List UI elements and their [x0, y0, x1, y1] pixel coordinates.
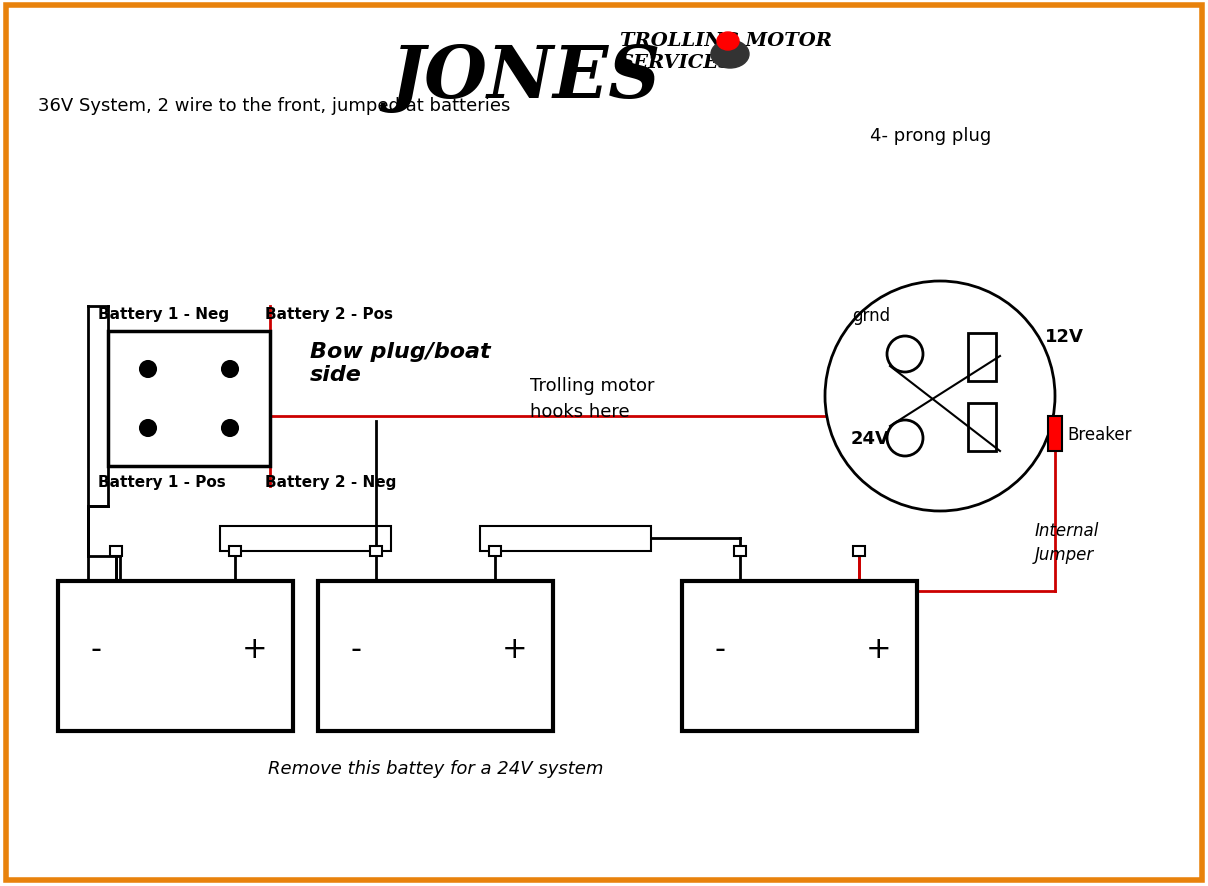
Bar [489, 547, 501, 556]
Circle shape [887, 337, 923, 373]
Text: Bow plug/boat
side: Bow plug/boat side [310, 342, 490, 385]
Ellipse shape [718, 33, 739, 51]
Bar [683, 581, 917, 731]
Text: JONES: JONES [390, 42, 661, 113]
Ellipse shape [712, 41, 749, 69]
Circle shape [825, 282, 1055, 511]
Text: grnd: grnd [852, 307, 890, 324]
Bar [318, 581, 553, 731]
Text: 12V: 12V [1045, 328, 1084, 346]
Circle shape [140, 421, 156, 437]
Bar [968, 403, 997, 452]
Text: -: - [350, 634, 361, 664]
Text: Remove this battey for a 24V system: Remove this battey for a 24V system [268, 759, 603, 777]
Text: -: - [91, 634, 101, 664]
Circle shape [222, 421, 238, 437]
Text: Battery 1 - Pos: Battery 1 - Pos [98, 475, 226, 489]
Text: 36V System, 2 wire to the front, jumped at batteries: 36V System, 2 wire to the front, jumped … [37, 97, 510, 115]
Text: TROLLING MOTOR
SERVICES: TROLLING MOTOR SERVICES [620, 32, 832, 72]
Text: Battery 1 - Neg: Battery 1 - Neg [98, 307, 230, 322]
Text: 24V: 24V [852, 430, 890, 447]
Bar [108, 331, 271, 466]
Bar [734, 547, 747, 556]
Text: Battery 2 - Pos: Battery 2 - Pos [265, 307, 393, 322]
Text: Trolling motor
hooks here: Trolling motor hooks here [530, 377, 655, 421]
Text: Breaker: Breaker [1067, 425, 1132, 443]
Bar [110, 547, 122, 556]
Circle shape [140, 361, 156, 377]
Circle shape [887, 421, 923, 456]
Bar [58, 581, 294, 731]
Bar [853, 547, 865, 556]
Bar [968, 334, 997, 382]
Bar [1049, 416, 1062, 452]
Circle shape [222, 361, 238, 377]
Text: +: + [866, 634, 892, 664]
Text: -: - [714, 634, 726, 664]
Text: +: + [242, 634, 268, 664]
Text: Internal
Jumper: Internal Jumper [1035, 522, 1099, 563]
Bar [220, 526, 391, 551]
Text: Battery 2 - Neg: Battery 2 - Neg [265, 475, 396, 489]
Bar [230, 547, 242, 556]
Bar [480, 526, 651, 551]
Bar [370, 547, 382, 556]
Text: +: + [503, 634, 528, 664]
Text: 4- prong plug: 4- prong plug [870, 127, 992, 144]
